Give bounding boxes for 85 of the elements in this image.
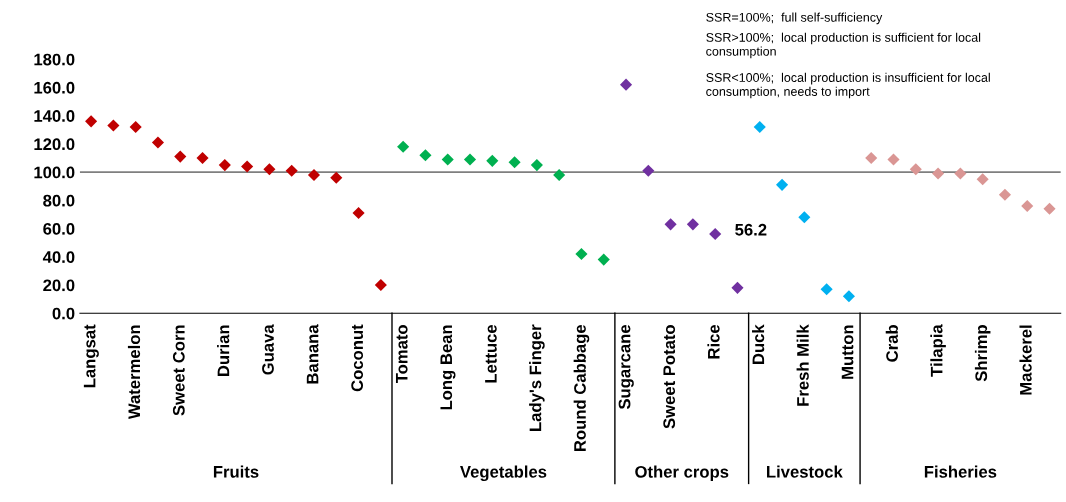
x-tick-label: Shrimp xyxy=(974,325,991,382)
x-tick-label: Mackerel xyxy=(1019,325,1032,395)
point xyxy=(686,218,699,231)
text: Vegetables xyxy=(460,465,547,482)
text: SSR>100%; local production is sufficient for local consumption xyxy=(706,32,981,59)
point xyxy=(1021,199,1034,213)
point xyxy=(263,163,276,176)
point xyxy=(909,163,922,176)
point xyxy=(575,247,588,261)
y-tick-label: 160.0 xyxy=(34,81,75,94)
point xyxy=(776,178,789,191)
x-tick-label: Sweet Corn xyxy=(172,325,185,416)
x-tick-label: Long Bean xyxy=(440,325,456,410)
point xyxy=(664,218,677,231)
point xyxy=(463,153,477,166)
point xyxy=(419,149,432,162)
x-tick-label: Watermelon xyxy=(127,325,141,420)
point xyxy=(129,120,142,134)
y-tick-label: 80.0 xyxy=(43,194,75,207)
point xyxy=(798,211,811,224)
x-tick-label: Lady's Finger xyxy=(529,324,545,431)
text: SSR=100%; full self-sufficiency xyxy=(706,12,883,25)
y-tick-label: 60.0 xyxy=(43,222,75,235)
x-tick-label: Tomato xyxy=(395,325,408,384)
y-tick-label: 120.0 xyxy=(34,138,75,151)
point xyxy=(330,171,343,184)
x-tick-label: Lettuce xyxy=(485,324,497,383)
x-tick-label: Durian xyxy=(217,325,230,377)
text: Fruits xyxy=(213,465,259,478)
point xyxy=(530,159,543,172)
point xyxy=(865,151,878,165)
x-tick-label: Fresh Milk xyxy=(796,324,809,406)
x-tick-label: Coconut xyxy=(351,324,364,392)
point xyxy=(508,156,521,169)
point xyxy=(709,227,722,240)
point xyxy=(753,120,766,134)
point xyxy=(107,119,120,132)
point xyxy=(307,168,321,182)
x-tick-label: Round Cabbage xyxy=(573,324,590,452)
x-tick-label: Crab xyxy=(885,325,898,362)
point xyxy=(932,167,945,180)
x-tick-label: Rice xyxy=(707,324,720,359)
x-tick-label: Tilapia xyxy=(930,324,946,377)
text: Livestock xyxy=(767,465,843,478)
x-tick-label: Banana xyxy=(306,324,319,384)
point xyxy=(397,140,410,153)
point xyxy=(285,164,298,177)
point xyxy=(85,115,98,128)
x-tick-label: Guava xyxy=(262,324,274,375)
point xyxy=(842,290,855,303)
point xyxy=(597,253,610,266)
y-tick-label: 40.0 xyxy=(42,251,75,263)
point xyxy=(352,207,365,220)
point xyxy=(218,159,231,172)
point xyxy=(998,188,1011,201)
point xyxy=(619,78,633,91)
annotation: SSR<100%; local production is insufficient for local consumption, needs to import xyxy=(706,72,990,99)
point xyxy=(642,164,655,177)
text: Other crops xyxy=(635,465,729,482)
annotation: 56.2 xyxy=(735,223,767,236)
text: Fisheries xyxy=(924,465,997,478)
y-tick-label: 100.0 xyxy=(34,166,75,179)
point xyxy=(1043,202,1056,215)
y-tick-label: 20.0 xyxy=(43,279,75,292)
point xyxy=(241,160,254,173)
point xyxy=(441,153,454,166)
x-tick-label: Mutton xyxy=(841,325,854,379)
y-tick-label: 180.0 xyxy=(34,53,75,66)
point xyxy=(887,153,900,166)
point xyxy=(196,151,209,165)
point xyxy=(174,150,187,163)
point xyxy=(151,136,165,149)
x-tick-label: Langsat xyxy=(83,324,99,388)
y-tick-label: 0.0 xyxy=(52,307,75,320)
y-tick-label: 140.0 xyxy=(34,110,75,122)
point xyxy=(976,173,989,186)
point xyxy=(553,168,566,182)
x-tick-label: Duck xyxy=(752,324,765,364)
point xyxy=(731,281,744,294)
point xyxy=(374,278,387,292)
point xyxy=(954,167,967,180)
point xyxy=(486,154,499,167)
point xyxy=(820,283,833,296)
x-tick-label: Sweet Potato xyxy=(663,325,676,429)
x-tick-label: Sugarcane xyxy=(618,324,634,410)
